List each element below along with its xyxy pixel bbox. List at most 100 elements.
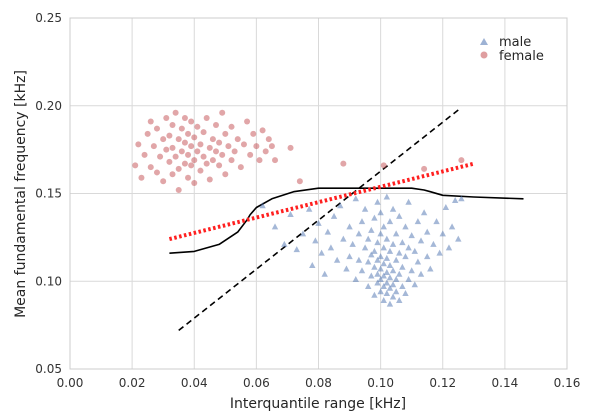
female-point [250, 130, 257, 137]
x-tick-label: 0.02 [119, 376, 146, 390]
female-point [181, 115, 188, 122]
male-point [377, 230, 384, 237]
female-point [191, 157, 198, 164]
male-point [414, 258, 422, 265]
male-point [305, 205, 313, 212]
male-point [355, 256, 363, 263]
male-point [389, 267, 397, 274]
male-point [392, 256, 400, 263]
male-point [436, 249, 443, 256]
male-point [365, 283, 372, 290]
male-point [330, 212, 338, 219]
male-point [371, 291, 378, 298]
male-point [371, 247, 378, 254]
female-point [259, 127, 266, 134]
decision-boundary-linear-line [178, 106, 462, 332]
male-point [402, 290, 409, 297]
female-point [206, 144, 213, 151]
male-point [402, 223, 409, 230]
female-point [132, 162, 139, 169]
male-point [349, 240, 356, 247]
female-point [244, 118, 251, 125]
female-point [172, 109, 179, 116]
male-point [340, 235, 347, 242]
male-point [259, 202, 266, 209]
x-tick-label: 0.14 [492, 376, 519, 390]
female-point [458, 157, 465, 164]
female-point [234, 136, 241, 143]
female-point [166, 158, 173, 165]
female-point [166, 132, 173, 139]
female-point [169, 144, 176, 151]
male-point [337, 202, 344, 209]
male-point [377, 265, 384, 272]
male-point [386, 247, 394, 254]
legend-male-label: male [499, 35, 531, 50]
female-point [178, 148, 185, 155]
female-point [181, 139, 188, 146]
female-point [240, 141, 247, 148]
female-point [144, 130, 151, 137]
decision-boundary-quadratic-line [169, 187, 524, 254]
female-point [160, 136, 167, 143]
female-point [421, 165, 428, 172]
male-point [420, 209, 428, 216]
male-point [389, 205, 397, 212]
female-point [163, 115, 170, 122]
male-point [442, 204, 450, 211]
female-point [157, 153, 164, 160]
male-point [386, 300, 394, 307]
plot-frame [69, 17, 568, 370]
female-point [191, 134, 198, 141]
male-point [312, 237, 319, 244]
male-point [389, 293, 397, 300]
tick-labels: 0.00 0.02 0.04 0.06 0.08 0.10 0.12 0.14 0.16 0.05… [35, 11, 580, 390]
male-point [399, 263, 406, 270]
female-point [181, 160, 188, 167]
y-axis-title: Mean fundamental frequency [kHz] [13, 70, 29, 318]
male-point [427, 265, 434, 272]
male-point [365, 235, 372, 242]
male-point [408, 267, 415, 274]
female-point [219, 109, 226, 116]
female-point [287, 144, 294, 151]
male-point [389, 281, 397, 288]
female-point [185, 130, 192, 137]
y-tick-label: 0.05 [35, 362, 62, 376]
female-point [216, 139, 223, 146]
male-point [333, 256, 341, 263]
female-point [206, 176, 213, 183]
female-point [200, 153, 207, 160]
female-point [188, 162, 195, 169]
male-point [396, 249, 403, 256]
male-point [358, 267, 366, 274]
female-point [380, 162, 387, 169]
x-tick-label: 0.00 [57, 376, 84, 390]
y-tick-label: 0.15 [35, 187, 62, 201]
male-point [380, 297, 387, 304]
female-point [147, 118, 154, 125]
male-point [411, 281, 418, 288]
male-point [392, 230, 400, 237]
male-point [377, 253, 384, 260]
male-point [383, 235, 391, 242]
fit-lines [168, 106, 524, 332]
x-tick-label: 0.12 [429, 376, 456, 390]
female-point [231, 148, 238, 155]
female-point [203, 115, 210, 122]
female-point [247, 151, 254, 158]
female-point [265, 136, 272, 143]
female-point [212, 122, 219, 129]
female-point [191, 179, 198, 186]
male-point [318, 249, 325, 256]
male-point [386, 261, 394, 268]
female-point [169, 171, 176, 178]
female-point [175, 165, 182, 172]
female-point [194, 123, 201, 130]
female-point [222, 130, 229, 137]
female-point [194, 148, 201, 155]
female-point [237, 164, 244, 171]
male-point [380, 260, 387, 267]
